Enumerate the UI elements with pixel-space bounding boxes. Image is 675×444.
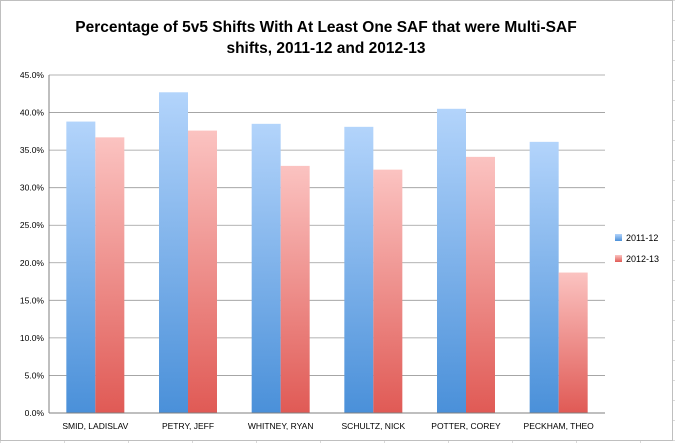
bar-2011-12-1 [159, 92, 188, 413]
y-tick-label: 30.0% [20, 183, 45, 193]
chart-title-line-1: Percentage of 5v5 Shifts With At Least O… [75, 19, 576, 36]
legend-swatch-2012-13 [615, 255, 622, 262]
bar-2011-12-4 [437, 108, 466, 414]
bar-2012-13-4 [466, 156, 495, 414]
x-category-label: PECKHAM, THEO [524, 421, 595, 431]
bar-2011-12-5 [529, 141, 559, 414]
legend-swatch-2011-12 [615, 234, 622, 241]
legend-label-2011-12: 2011-12 [626, 233, 658, 243]
y-tick-label: 15.0% [20, 295, 45, 305]
y-tick-label: 35.0% [20, 145, 45, 155]
axes: 0.0% 5.0% 10.0% 15.0% 20.0% 25.0% 30.0% 35.0% 40… [20, 70, 605, 431]
y-tick-label: 45.0% [20, 70, 45, 80]
y-tick-label: 20.0% [20, 258, 45, 268]
y-tick-label: 5.0% [25, 370, 45, 380]
y-tick-label: 40.0% [20, 108, 45, 118]
x-category-label: WHITNEY, RYAN [248, 421, 314, 431]
gridlines [49, 74, 605, 376]
bar-2012-13-1 [188, 130, 217, 414]
bar-2012-13-5 [558, 272, 588, 413]
x-category-label: SCHULTZ, NICK [342, 421, 406, 431]
bar-2012-13-0 [95, 137, 125, 413]
y-tick-label: 0.0% [25, 408, 45, 418]
y-tick-label: 25.0% [20, 220, 45, 230]
x-category-label: SMID, LADISLAV [62, 421, 128, 431]
bars [66, 92, 588, 414]
y-tick-label: 10.0% [20, 333, 45, 343]
legend-label-2012-13: 2012-13 [626, 254, 659, 264]
bar-2011-12-0 [66, 121, 96, 414]
bar-2011-12-2 [251, 123, 281, 414]
chart-title-line-2: shifts, 2011-12 and 2012-13 [226, 40, 425, 57]
bar-2011-12-3 [344, 126, 374, 414]
bar-2012-13-2 [280, 165, 310, 413]
x-category-label: POTTER, COREY [431, 421, 501, 431]
x-category-label: PETRY, JEFF [162, 421, 214, 431]
legend: 2011-12 2012-13 [615, 233, 659, 264]
bar-2012-13-3 [373, 169, 403, 413]
